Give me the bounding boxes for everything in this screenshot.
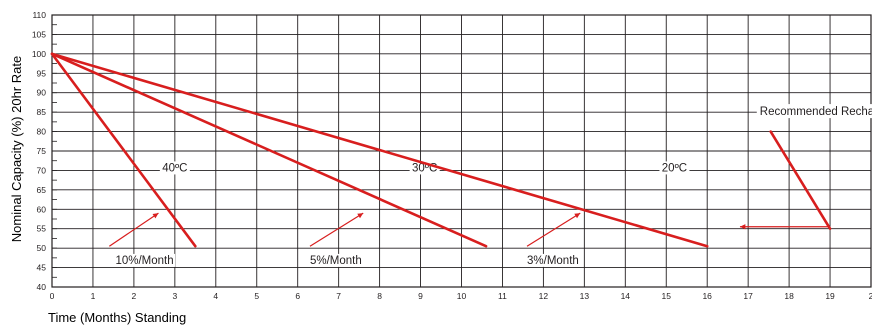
x-tick-label: 3: [172, 291, 177, 301]
x-tick-label: 10: [457, 291, 467, 301]
series-rate-label: 5%/Month: [310, 255, 362, 267]
series-rate-label: 10%/Month: [115, 255, 173, 267]
x-tick-label: 5: [254, 291, 259, 301]
x-tick-label: 14: [621, 291, 631, 301]
x-axis-label: Time (Months) Standing: [48, 310, 186, 325]
y-axis-label: Nominal Capacity (%) 20hr Rate: [9, 56, 24, 242]
y-tick-label: 90: [37, 88, 47, 98]
rate-arrow: [309, 212, 364, 247]
y-tick-label: 40: [37, 282, 47, 292]
y-tick-label: 110: [32, 10, 46, 20]
series-line-40ºC: [50, 52, 197, 248]
y-axis-ticks: 40 45 50 55 60 65 70 75 80 85 90 95 100 105 110: [32, 10, 46, 292]
x-tick-label: 8: [377, 291, 382, 301]
y-tick-label: 75: [37, 146, 47, 156]
rate-arrow-head: [152, 213, 159, 219]
plot-frame: [51, 14, 872, 288]
series-rate-label: 3%/Month: [527, 255, 579, 267]
plot-border: [51, 14, 872, 288]
series-rate-bg: [113, 253, 176, 267]
y-tick-label: 95: [37, 68, 47, 78]
recharge-line: [769, 130, 832, 231]
x-tick-label: 1: [91, 291, 96, 301]
x-tick-label: 19: [825, 291, 835, 301]
series-label-bg: [659, 161, 690, 175]
recharge-label-bg: [756, 104, 872, 119]
x-tick-label: 15: [662, 291, 672, 301]
rate-arrow: [108, 212, 159, 247]
y-tick-label: 65: [37, 185, 47, 195]
y-tick-label: 80: [37, 127, 47, 137]
rate-arrow-head: [574, 213, 581, 219]
rate-arrow-head: [357, 213, 364, 219]
grid: [52, 15, 871, 288]
x-tick-label: 4: [213, 291, 218, 301]
x-tick-label: 16: [702, 291, 712, 301]
recharge-label: Recommended Recharge Point: [760, 106, 872, 118]
y-tick-label: 60: [37, 204, 47, 214]
x-tick-label: 7: [336, 291, 341, 301]
y-tick-label: 70: [37, 165, 47, 175]
series-label: 20ºC: [662, 162, 687, 174]
rate-arrow: [526, 212, 581, 247]
y-tick-label: 45: [37, 263, 47, 273]
x-tick-label: 2: [132, 291, 137, 301]
y-tick-label: 50: [37, 243, 47, 253]
series-label: 40ºC: [162, 162, 187, 174]
annotations: Recommended Recharge Point: [108, 104, 872, 247]
x-axis-ticks: 0 1 2 3 4 5 6 7 8 9 10 11 12 13 14 15 16 17 18 19 2: [50, 291, 872, 301]
recharge-arrow-head: [739, 224, 746, 230]
x-tick-label: 2: [869, 291, 872, 301]
x-tick-label: 9: [418, 291, 423, 301]
series-line-20ºC: [50, 52, 709, 248]
x-tick-label: 17: [743, 291, 753, 301]
x-tick-label: 13: [580, 291, 590, 301]
y-tick-label: 100: [32, 49, 46, 59]
x-tick-label: 6: [295, 291, 300, 301]
series-rate-bg: [525, 253, 581, 267]
y-tick-label: 105: [32, 29, 46, 39]
y-tick-label: 85: [37, 107, 47, 117]
y-tick-label: 55: [37, 224, 47, 234]
series-rate-bg: [307, 253, 364, 267]
x-tick-label: 11: [498, 291, 507, 301]
x-tick-label: 18: [784, 291, 794, 301]
x-tick-label: 0: [50, 291, 55, 301]
x-tick-label: 12: [539, 291, 549, 301]
series-label-bg: [159, 161, 190, 175]
series-line-30ºC: [50, 52, 488, 248]
